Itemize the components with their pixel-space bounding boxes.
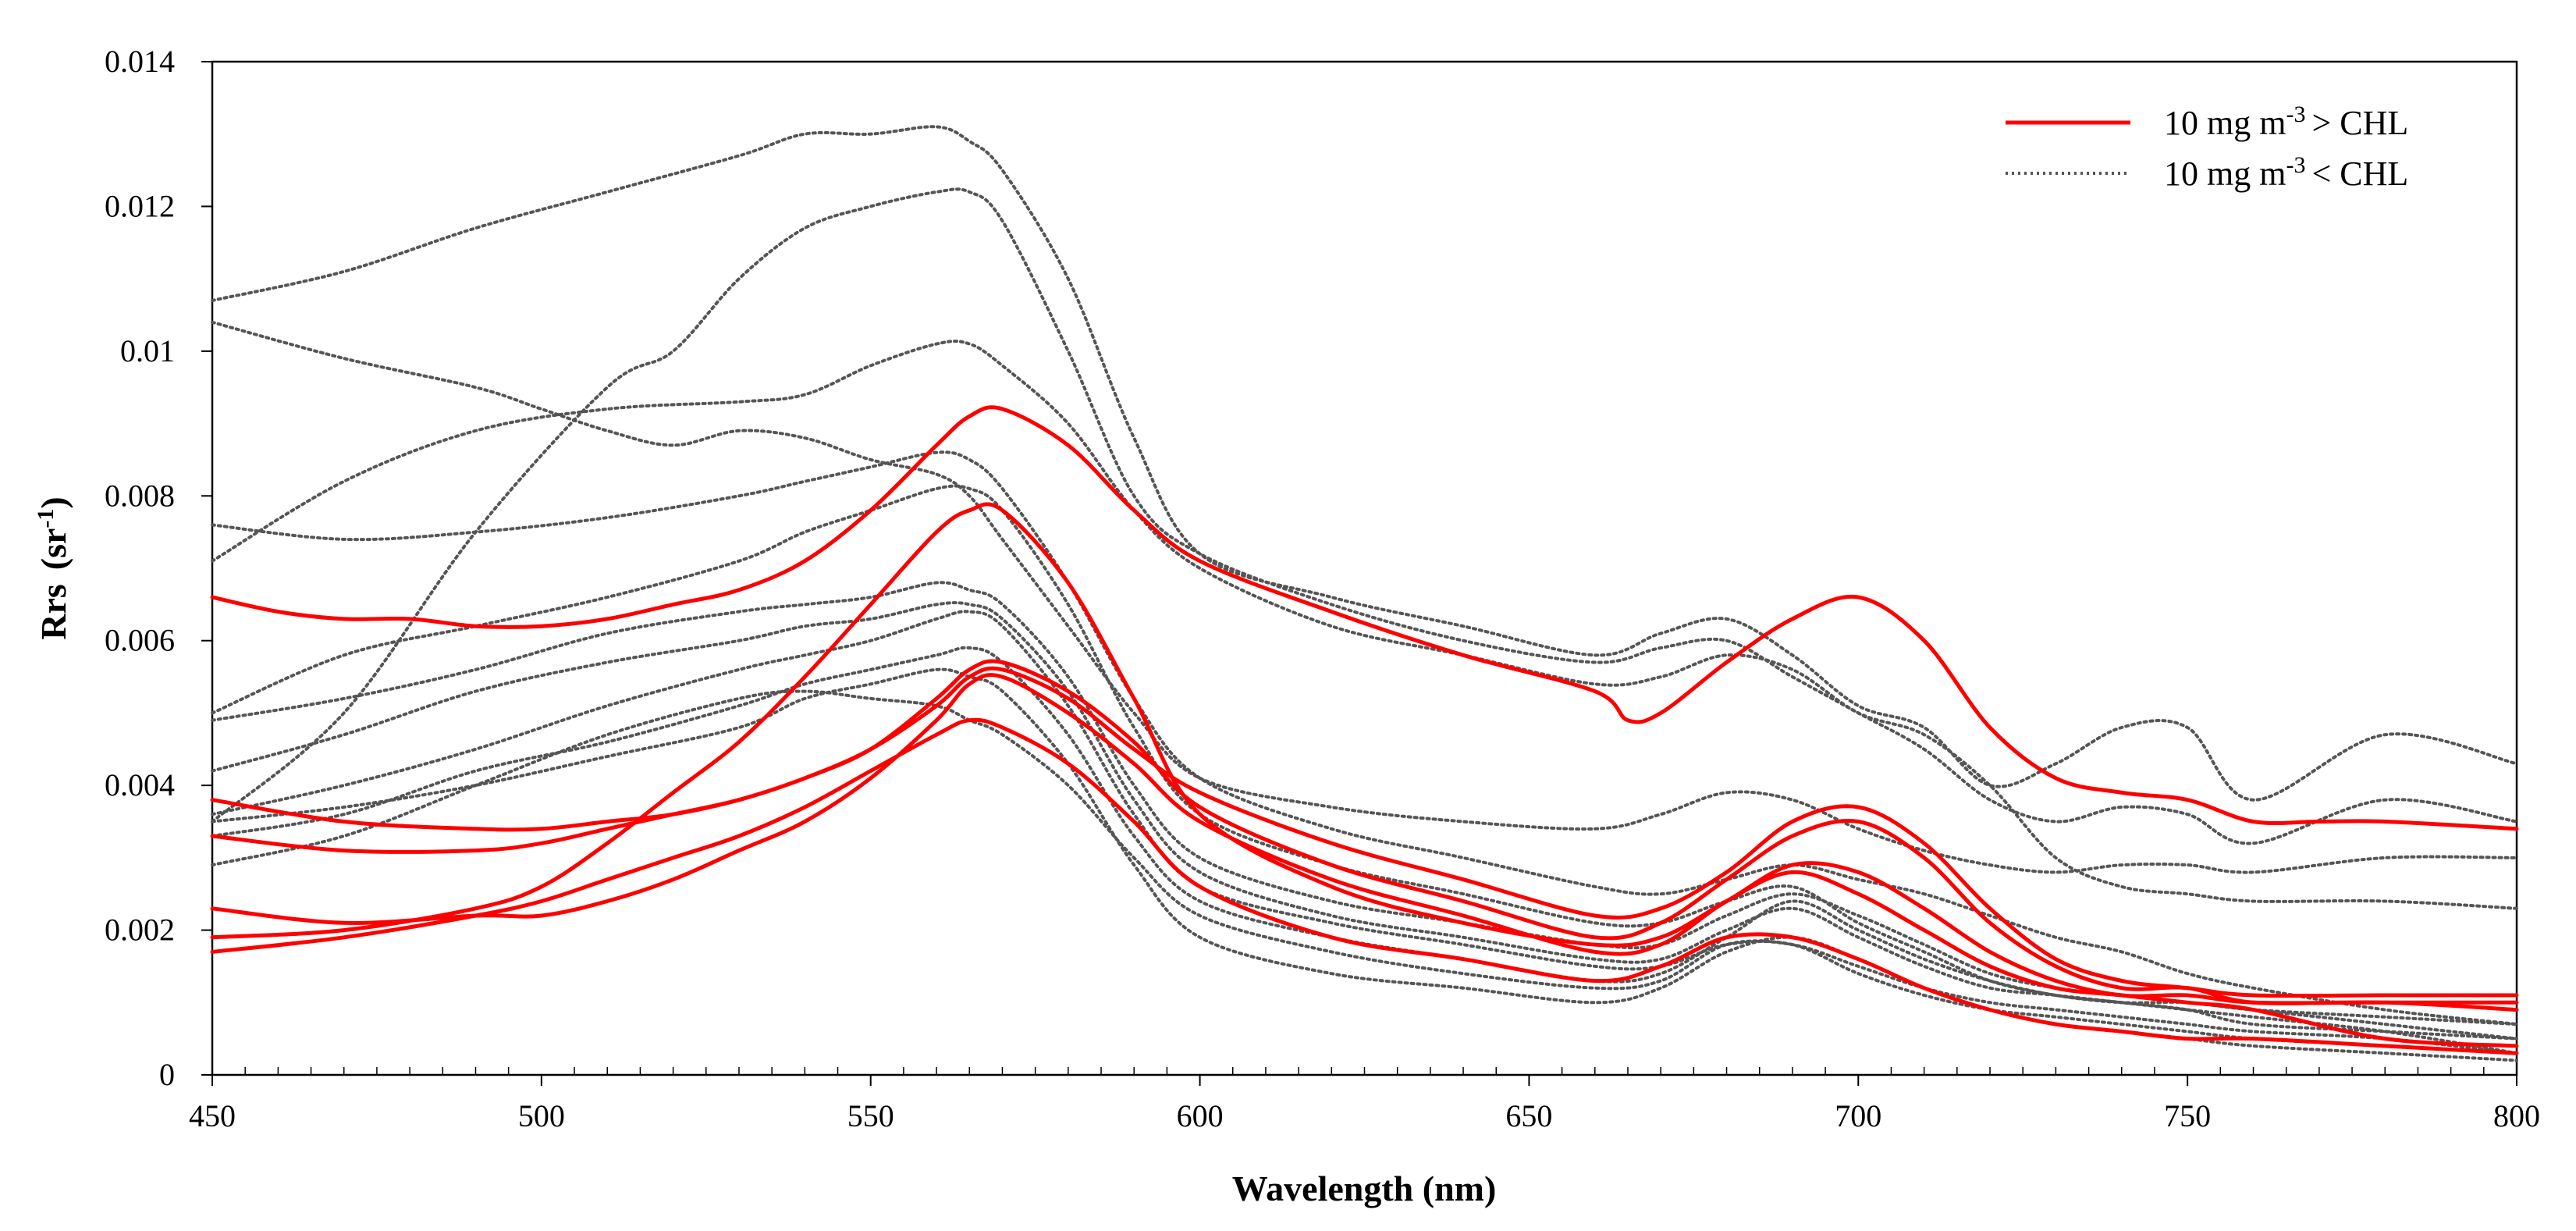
series-line-high-chl-11 — [211, 689, 2518, 1055]
x-tick-label: 550 — [847, 1098, 894, 1133]
x-axis-title: Wavelength (nm) — [1232, 1169, 1497, 1208]
legend-label-high-chl: 10 mg m-3 < CHL — [2164, 152, 2408, 194]
y-tick-label: 0.01 — [120, 333, 175, 368]
legend-label-high-chl-sup: -3 — [2286, 152, 2305, 178]
series-line-low-chl-3 — [210, 666, 2519, 998]
legend-label-low-chl-post: > CHL — [2311, 104, 2408, 142]
minor-ticks — [244, 1067, 2485, 1075]
series-line-low-chl-1 — [210, 405, 2519, 831]
y-axis-title-unit: (sr — [34, 528, 73, 571]
legend-label-low-chl: 10 mg m-3 > CHL — [2164, 101, 2408, 143]
x-tick-label: 450 — [189, 1098, 236, 1133]
series-line-low-chl-4 — [210, 659, 2519, 1012]
x-tick-label: 500 — [518, 1098, 565, 1133]
x-axis-ticks: 450 500 550 600 650 700 750 800 — [189, 1075, 2540, 1133]
legend: 10 mg m-3 > CHL 10 mg m-3 < CHL — [2006, 101, 2408, 194]
y-tick-label: 0.008 — [105, 478, 175, 513]
series-line-high-chl-1 — [211, 125, 2518, 802]
y-axis-title-unit-close: ) — [34, 496, 73, 508]
series-line-low-chl-5 — [210, 673, 2519, 1048]
x-tick-label: 700 — [1835, 1098, 1881, 1133]
x-tick-label: 650 — [1505, 1098, 1552, 1133]
y-tick-label: 0.014 — [105, 44, 175, 79]
series-group-low-chl — [210, 405, 2519, 1055]
y-tick-label: 0.004 — [105, 767, 175, 802]
legend-label-low-chl-sup: -3 — [2286, 101, 2305, 127]
y-axis-title: Rrs (sr-1) — [33, 496, 74, 640]
y-tick-label: 0.002 — [105, 913, 175, 948]
y-axis-title-unit-sup: -1 — [33, 509, 59, 528]
x-tick-label: 600 — [1177, 1098, 1224, 1133]
y-tick-label: 0.006 — [105, 623, 175, 658]
series-line-high-chl-5 — [211, 450, 2518, 1026]
y-tick-label: 0.012 — [105, 188, 175, 223]
legend-label-high-chl-pre: 10 mg m — [2164, 155, 2286, 193]
x-tick-label: 750 — [2164, 1098, 2211, 1133]
y-axis-ticks: 0 0.002 0.004 0.006 0.008 0.01 0.012 0.014 — [105, 44, 212, 1092]
series-line-high-chl-2 — [211, 187, 2518, 845]
legend-label-low-chl-pre: 10 mg m — [2164, 104, 2286, 142]
legend-label-high-chl-post: < CHL — [2311, 155, 2408, 193]
series-line-high-chl-9 — [211, 610, 2518, 1055]
series-line-low-chl-6 — [210, 717, 2519, 1055]
y-tick-label: 0 — [159, 1057, 175, 1092]
y-axis-title-main: Rrs — [34, 584, 73, 640]
x-tick-label: 800 — [2493, 1098, 2540, 1133]
series-line-high-chl-4 — [211, 340, 2518, 910]
